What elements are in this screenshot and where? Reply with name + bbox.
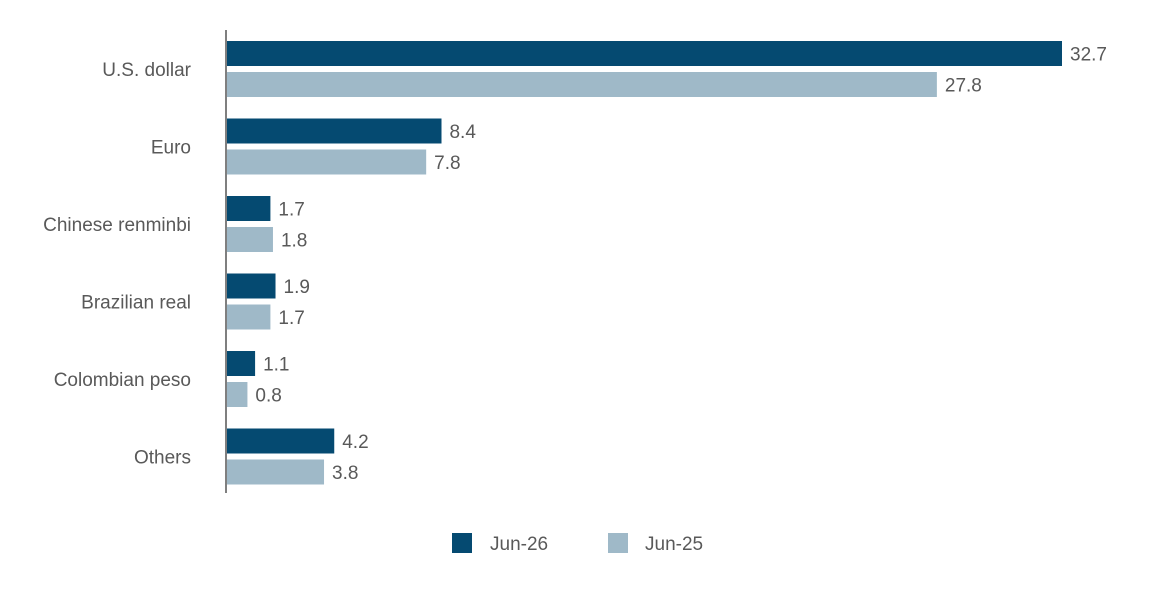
- bar-jun-25: [227, 459, 325, 485]
- bar-jun-26: [227, 41, 1062, 66]
- data-label: 1.9: [284, 277, 310, 298]
- data-label: 1.7: [278, 200, 304, 221]
- category-tick-label: U.S. dollar: [102, 60, 191, 81]
- data-label: 0.8: [255, 386, 281, 407]
- data-label: 3.8: [332, 463, 358, 484]
- bar-jun-26: [227, 196, 271, 221]
- labels-layer: 32.7 27.8 U.S. dollar 8.4 7.8 Euro 1.7 1.8 Chine…: [43, 45, 1107, 485]
- bar-jun-25: [227, 72, 937, 97]
- category-tick-label: Others: [134, 448, 191, 469]
- bar-jun-26: [227, 118, 442, 144]
- bar-jun-26: [227, 428, 335, 454]
- bars-layer: [227, 41, 1062, 485]
- bar-jun-26: [227, 273, 276, 299]
- bar-jun-25: [227, 382, 248, 407]
- data-label: 4.2: [342, 432, 368, 453]
- legend-swatch: [608, 533, 628, 553]
- bar-jun-26: [227, 351, 256, 376]
- category-tick-label: Chinese renminbi: [43, 215, 191, 236]
- category-tick-label: Colombian peso: [54, 370, 191, 391]
- data-label: 1.1: [263, 355, 289, 376]
- category-tick-label: Brazilian real: [81, 293, 191, 314]
- data-label: 32.7: [1070, 45, 1107, 66]
- bar-jun-25: [227, 149, 427, 175]
- legend-label: Jun-26: [490, 534, 548, 555]
- legend-label: Jun-25: [645, 534, 703, 555]
- data-label: 7.8: [434, 153, 460, 174]
- bar-jun-25: [227, 227, 273, 252]
- data-label: 1.7: [278, 308, 304, 329]
- legend-swatch: [452, 533, 472, 553]
- data-label: 1.8: [281, 231, 307, 252]
- category-tick-label: Euro: [151, 138, 191, 159]
- data-label: 27.8: [945, 76, 982, 97]
- bar-jun-25: [227, 304, 271, 330]
- legend: Jun-26 Jun-25: [452, 533, 703, 555]
- data-label: 8.4: [449, 122, 476, 143]
